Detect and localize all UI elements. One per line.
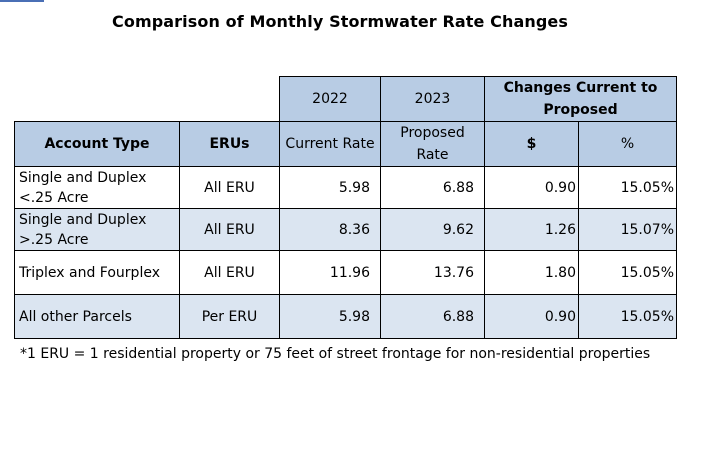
proposed-rate-cell: 6.88 — [380, 294, 485, 339]
table-row: Triplex and Fourplex All ERU 11.96 13.76… — [14, 250, 677, 295]
proposed-rate-cell: 13.76 — [380, 250, 485, 295]
change-dollar-cell: 1.26 — [484, 208, 579, 251]
erus-cell: All ERU — [179, 208, 280, 251]
change-pct-cell: 15.05% — [578, 166, 677, 209]
top-left-rule — [0, 0, 44, 2]
table-row: Single and Duplex <.25 Acre All ERU 5.98… — [14, 166, 677, 209]
erus-cell: Per ERU — [179, 294, 280, 339]
account-type-cell: All other Parcels — [14, 294, 180, 339]
current-rate-cell: 11.96 — [279, 250, 381, 295]
account-type-cell: Single and Duplex <.25 Acre — [14, 166, 180, 209]
header-changes-group: Changes Current to Proposed — [484, 76, 677, 122]
header-erus: ERUs — [179, 121, 280, 167]
change-dollar-cell: 0.90 — [484, 294, 579, 339]
change-pct-cell: 15.05% — [578, 294, 677, 339]
header-blank-cell — [15, 77, 280, 122]
current-rate-cell: 5.98 — [279, 294, 381, 339]
proposed-rate-cell: 6.88 — [380, 166, 485, 209]
page-title: Comparison of Monthly Stormwater Rate Ch… — [112, 12, 568, 31]
change-dollar-cell: 1.80 — [484, 250, 579, 295]
proposed-rate-cell: 9.62 — [380, 208, 485, 251]
header-account-type: Account Type — [14, 121, 180, 167]
header-year-proposed: 2023 — [380, 76, 485, 122]
header-current-rate: Current Rate — [279, 121, 381, 167]
current-rate-cell: 5.98 — [279, 166, 381, 209]
erus-cell: All ERU — [179, 250, 280, 295]
erus-cell: All ERU — [179, 166, 280, 209]
header-row-years: 2022 2023 Changes Current to Proposed — [15, 76, 677, 122]
account-type-cell: Triplex and Fourplex — [14, 250, 180, 295]
change-dollar-cell: 0.90 — [484, 166, 579, 209]
footnote: *1 ERU = 1 residential property or 75 fe… — [20, 346, 651, 362]
account-type-cell: Single and Duplex >.25 Acre — [14, 208, 180, 251]
header-change-dollar: $ — [484, 121, 579, 167]
rate-comparison-table: 2022 2023 Changes Current to Proposed Ac… — [14, 76, 677, 339]
header-row-columns: Account Type ERUs Current Rate Proposed … — [14, 121, 677, 167]
table-row: All other Parcels Per ERU 5.98 6.88 0.90… — [14, 294, 677, 339]
current-rate-cell: 8.36 — [279, 208, 381, 251]
table-row: Single and Duplex >.25 Acre All ERU 8.36… — [14, 208, 677, 251]
change-pct-cell: 15.07% — [578, 208, 677, 251]
change-pct-cell: 15.05% — [578, 250, 677, 295]
header-proposed-rate: Proposed Rate — [380, 121, 485, 167]
header-change-pct: % — [578, 121, 677, 167]
header-year-current: 2022 — [279, 76, 381, 122]
